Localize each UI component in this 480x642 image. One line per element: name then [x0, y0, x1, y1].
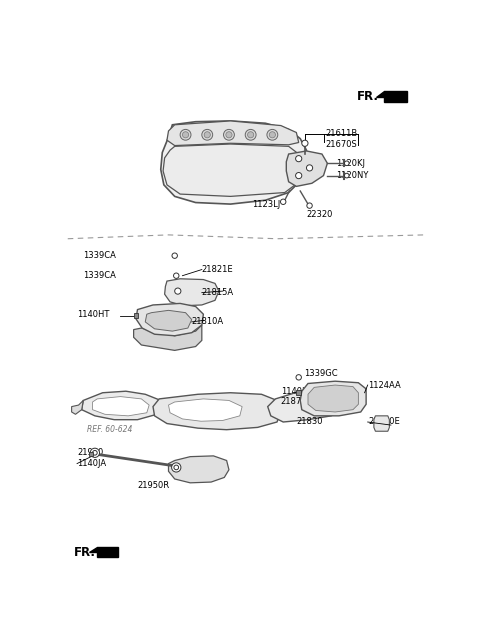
- Circle shape: [345, 173, 349, 178]
- Text: 21810A: 21810A: [192, 317, 224, 326]
- Circle shape: [280, 199, 286, 204]
- Text: 1339GC: 1339GC: [304, 369, 338, 378]
- Text: 1123LJ: 1123LJ: [252, 200, 280, 209]
- Polygon shape: [165, 279, 219, 306]
- Text: 21920: 21920: [77, 448, 103, 457]
- Circle shape: [175, 288, 181, 294]
- Text: 21830: 21830: [296, 417, 323, 426]
- Text: FR.: FR.: [357, 90, 379, 103]
- Text: 1140HT: 1140HT: [281, 386, 313, 395]
- FancyBboxPatch shape: [133, 313, 138, 318]
- Text: 21821E: 21821E: [202, 265, 233, 274]
- Text: 1339CA: 1339CA: [83, 251, 116, 260]
- Circle shape: [182, 132, 189, 138]
- Circle shape: [296, 173, 302, 178]
- Polygon shape: [300, 381, 366, 416]
- Polygon shape: [168, 399, 242, 421]
- Text: 21670S: 21670S: [326, 141, 358, 150]
- Polygon shape: [89, 547, 118, 557]
- Circle shape: [172, 463, 181, 472]
- Polygon shape: [136, 304, 204, 336]
- Polygon shape: [376, 91, 407, 101]
- Circle shape: [296, 375, 301, 380]
- Text: 21815A: 21815A: [202, 288, 234, 297]
- Text: 21872A: 21872A: [281, 397, 313, 406]
- Polygon shape: [145, 310, 192, 331]
- Polygon shape: [161, 121, 306, 204]
- Text: FR.: FR.: [74, 546, 96, 559]
- Circle shape: [269, 132, 276, 138]
- Polygon shape: [133, 325, 202, 351]
- Text: 1339CA: 1339CA: [83, 271, 116, 280]
- Text: 1124AA: 1124AA: [369, 381, 401, 390]
- Text: 1120NY: 1120NY: [336, 171, 368, 180]
- Circle shape: [202, 130, 213, 140]
- Circle shape: [174, 465, 179, 470]
- Polygon shape: [268, 389, 345, 422]
- Circle shape: [296, 155, 302, 162]
- Circle shape: [172, 253, 178, 258]
- Circle shape: [267, 130, 278, 140]
- Circle shape: [180, 130, 191, 140]
- Text: 1140JA: 1140JA: [77, 459, 106, 468]
- Circle shape: [204, 132, 210, 138]
- FancyBboxPatch shape: [296, 390, 301, 395]
- Circle shape: [226, 132, 232, 138]
- Polygon shape: [374, 416, 389, 431]
- Text: 21611B: 21611B: [326, 129, 358, 138]
- Polygon shape: [167, 121, 299, 146]
- Text: 21950R: 21950R: [137, 481, 169, 490]
- Circle shape: [307, 203, 312, 208]
- Circle shape: [90, 448, 99, 457]
- Text: REF. 60-624: REF. 60-624: [87, 425, 132, 434]
- Circle shape: [306, 165, 312, 171]
- Text: 21880E: 21880E: [369, 417, 400, 426]
- FancyBboxPatch shape: [89, 453, 93, 456]
- Polygon shape: [286, 151, 327, 186]
- Circle shape: [93, 451, 97, 455]
- Polygon shape: [168, 456, 229, 483]
- Text: 1120KJ: 1120KJ: [336, 159, 365, 168]
- Circle shape: [245, 130, 256, 140]
- Circle shape: [174, 273, 179, 279]
- Text: 22320: 22320: [306, 209, 333, 218]
- Polygon shape: [93, 397, 149, 416]
- Circle shape: [302, 140, 308, 146]
- Polygon shape: [163, 144, 304, 196]
- Polygon shape: [82, 391, 161, 420]
- Text: 1140HT: 1140HT: [77, 309, 109, 318]
- Polygon shape: [153, 393, 281, 429]
- Circle shape: [224, 130, 234, 140]
- Circle shape: [345, 161, 349, 166]
- Polygon shape: [308, 385, 359, 412]
- Circle shape: [248, 132, 254, 138]
- Polygon shape: [72, 401, 83, 414]
